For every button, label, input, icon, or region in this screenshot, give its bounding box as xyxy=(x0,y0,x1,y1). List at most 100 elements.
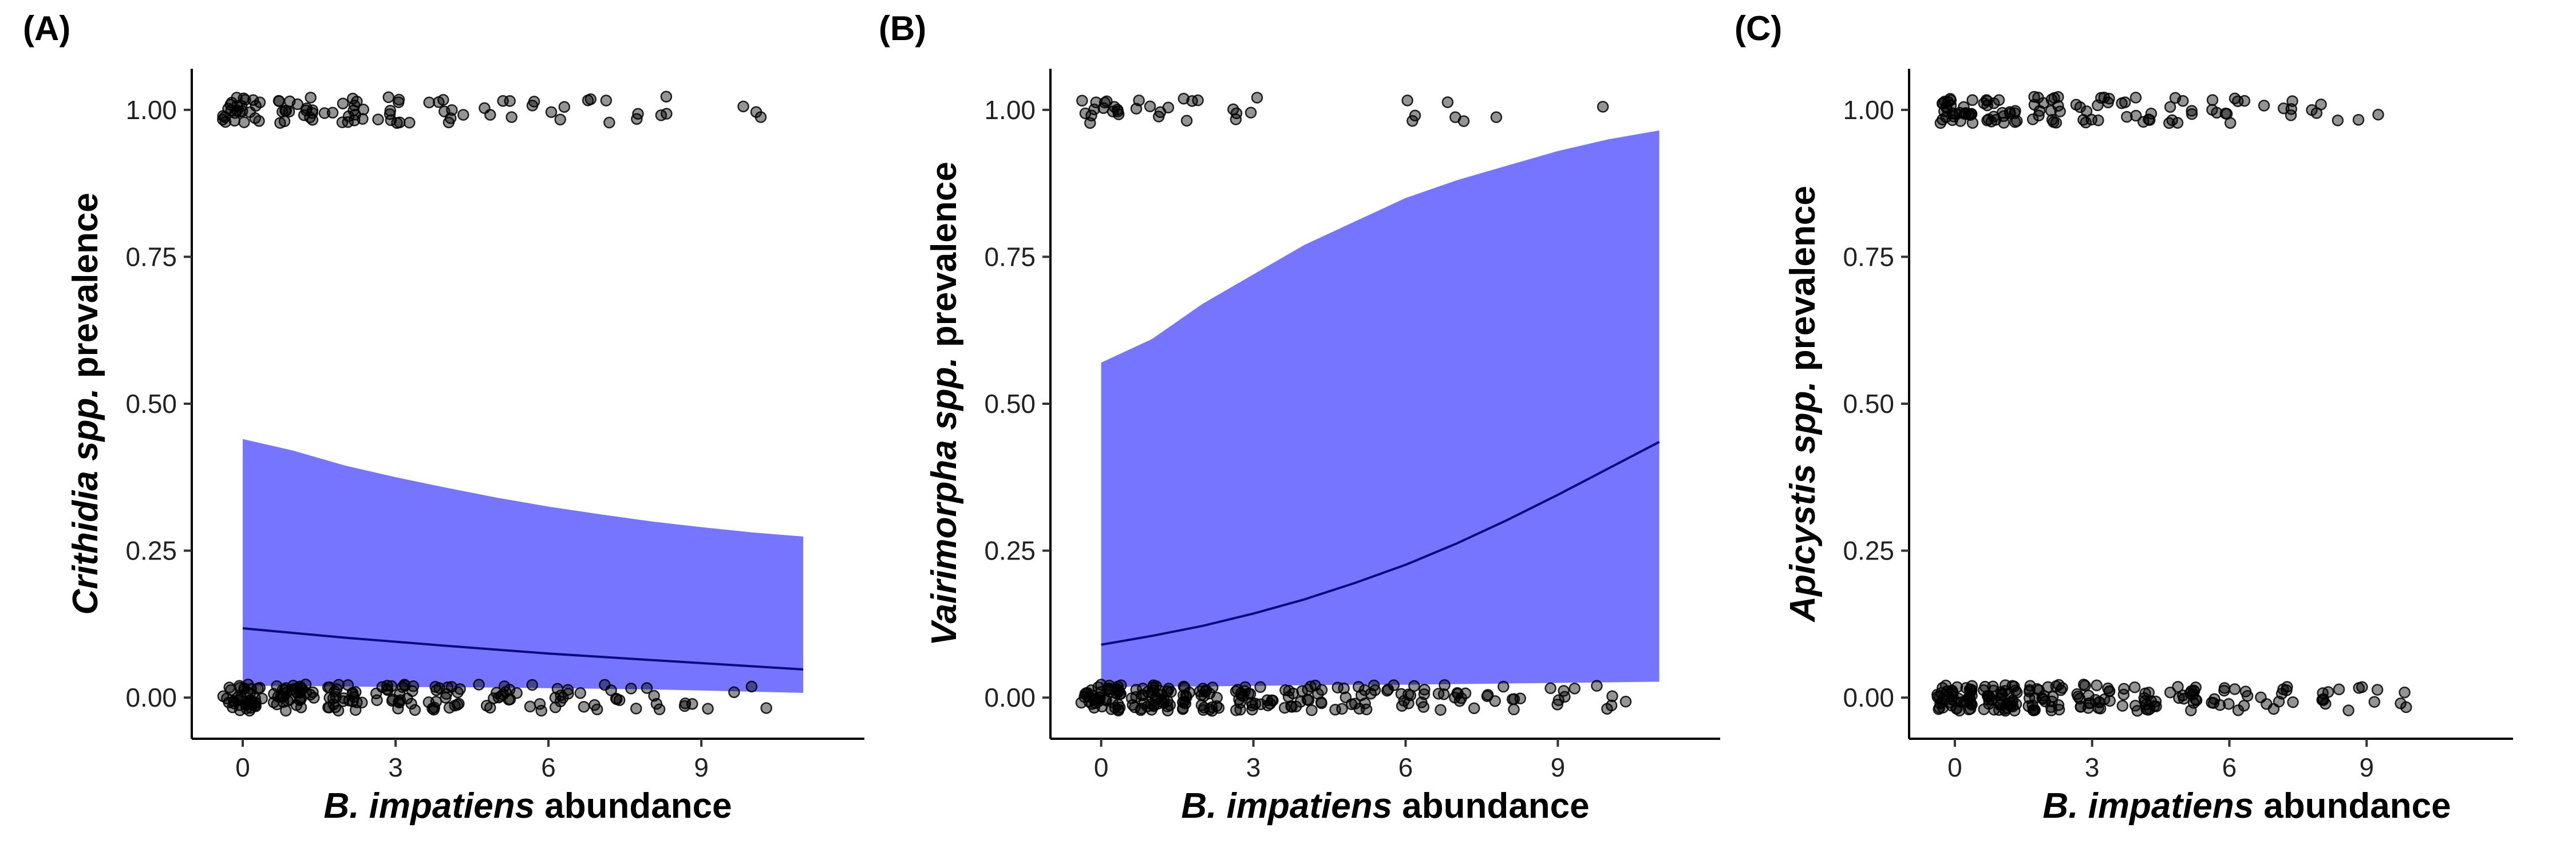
x-axis-title-italic: B. impatiens xyxy=(2042,786,2254,826)
y-tick-label: 0.50 xyxy=(1843,389,1894,419)
data-point xyxy=(2053,703,2065,716)
data-point xyxy=(500,685,512,698)
data-point xyxy=(1150,680,1162,692)
data-point xyxy=(305,92,317,104)
data-point xyxy=(1076,94,1088,107)
data-point xyxy=(337,97,349,109)
y-axis-title: Apicystis spp. prevalence xyxy=(1783,186,1823,623)
data-point xyxy=(497,94,509,107)
data-point xyxy=(1964,683,1976,696)
data-point xyxy=(1305,680,1317,693)
data-point xyxy=(2027,704,2039,716)
data-point xyxy=(1982,113,1995,125)
data-point xyxy=(2129,92,2142,104)
data-point xyxy=(393,93,405,106)
data-point xyxy=(329,701,342,714)
data-point xyxy=(307,686,319,699)
data-point xyxy=(1368,679,1380,692)
data-point xyxy=(2258,100,2270,112)
data-point xyxy=(584,93,597,105)
x-tick-label: 3 xyxy=(1246,752,1261,782)
data-point xyxy=(2211,107,2223,119)
fitted-line xyxy=(1101,440,1660,646)
y-axis-title-italic: Crithidia spp. xyxy=(66,388,105,615)
data-point xyxy=(2071,688,2083,700)
data-point xyxy=(1395,688,1408,700)
data-point xyxy=(228,115,241,127)
data-point xyxy=(1396,700,1408,712)
x-axis-title-rest: abundance xyxy=(1392,786,1590,826)
data-point xyxy=(737,100,749,113)
data-point xyxy=(1192,94,1204,107)
confidence-ribbon xyxy=(1101,130,1660,687)
data-point xyxy=(630,703,642,715)
data-point xyxy=(1079,107,1092,120)
data-point xyxy=(588,699,600,711)
x-tick-label: 9 xyxy=(1551,752,1566,782)
data-point xyxy=(1439,679,1451,691)
data-point xyxy=(273,95,285,107)
data-point xyxy=(2145,107,2158,120)
data-point xyxy=(1177,703,1189,715)
data-point xyxy=(524,700,536,713)
data-point xyxy=(1993,94,2005,106)
data-point xyxy=(1946,107,1958,120)
data-point xyxy=(386,695,398,707)
data-point xyxy=(562,688,574,700)
data-point xyxy=(551,683,564,695)
data-point xyxy=(1206,704,1218,717)
panel-label: (A) xyxy=(23,9,70,48)
data-point xyxy=(2315,98,2327,111)
y-tick-label: 0.50 xyxy=(984,389,1036,419)
data-point xyxy=(1306,704,1318,716)
data-point xyxy=(1137,689,1149,702)
data-point xyxy=(1931,688,1943,701)
data-point xyxy=(1606,690,1618,702)
data-point xyxy=(1329,703,1341,716)
data-point xyxy=(545,106,558,118)
data-point xyxy=(2399,686,2411,699)
data-point xyxy=(1338,682,1350,695)
data-point xyxy=(2287,696,2299,708)
data-point xyxy=(600,94,613,107)
data-point xyxy=(2164,686,2176,699)
y-tick-label: 0.75 xyxy=(125,242,177,271)
data-point xyxy=(1194,685,1206,698)
data-point xyxy=(1152,111,1165,123)
data-point xyxy=(2223,698,2235,710)
data-point xyxy=(2239,685,2252,698)
data-point xyxy=(2178,692,2190,705)
data-point xyxy=(1103,682,1115,695)
data-point xyxy=(2128,681,2141,693)
x-tick-label: 9 xyxy=(2359,752,2374,782)
data-point xyxy=(423,96,435,109)
data-point xyxy=(2033,105,2046,117)
data-point xyxy=(1544,682,1556,695)
data-point xyxy=(294,680,306,693)
data-point xyxy=(231,104,243,117)
data-point xyxy=(1568,682,1581,695)
data-point xyxy=(443,702,456,714)
data-point xyxy=(1211,692,1223,704)
fitted-line xyxy=(242,627,804,671)
data-point xyxy=(272,690,285,703)
data-point xyxy=(1089,693,1101,706)
y-tick-label: 0.00 xyxy=(1843,683,1894,712)
data-point xyxy=(605,684,617,696)
y-tick-label: 0.00 xyxy=(125,683,177,712)
data-point xyxy=(243,697,255,710)
data-point xyxy=(2080,105,2093,117)
data-point xyxy=(356,696,368,709)
y-tick-label: 0.00 xyxy=(984,683,1036,712)
data-point xyxy=(457,109,469,121)
y-tick-label: 1.00 xyxy=(125,95,177,125)
data-point xyxy=(247,94,259,106)
data-point xyxy=(648,689,660,702)
data-point xyxy=(1352,681,1365,693)
data-point xyxy=(1946,684,1958,697)
data-point xyxy=(291,98,304,111)
data-point xyxy=(526,99,539,112)
data-point xyxy=(1244,107,1257,119)
data-point xyxy=(2371,684,2384,696)
